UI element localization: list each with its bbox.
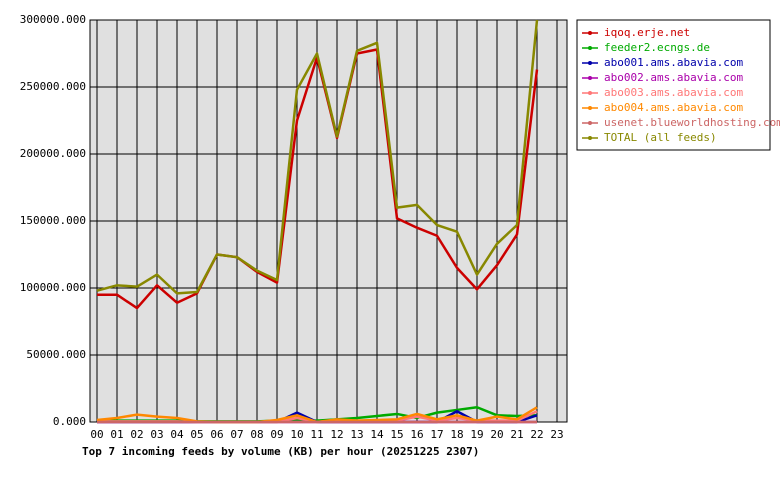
x-tick-label: 03 xyxy=(150,428,163,441)
legend-label: feeder2.ecngs.de xyxy=(604,41,710,54)
x-tick-label: 23 xyxy=(550,428,563,441)
legend-marker xyxy=(588,91,592,95)
x-tick-label: 18 xyxy=(450,428,463,441)
x-tick-label: 22 xyxy=(530,428,543,441)
x-tick-label: 17 xyxy=(430,428,443,441)
x-tick-label: 13 xyxy=(350,428,363,441)
x-tick-label: 11 xyxy=(310,428,323,441)
x-tick-label: 16 xyxy=(410,428,423,441)
legend-label: TOTAL (all feeds) xyxy=(604,131,717,144)
x-tick-label: 05 xyxy=(190,428,203,441)
y-tick-label: 200000.000 xyxy=(20,147,86,160)
legend-label: abo004.ams.abavia.com xyxy=(604,101,743,114)
legend-marker xyxy=(588,121,592,125)
legend-label: iqoq.erje.net xyxy=(604,26,690,39)
legend-marker xyxy=(588,106,592,110)
x-tick-label: 04 xyxy=(170,428,184,441)
legend-label: abo001.ams.abavia.com xyxy=(604,56,743,69)
legend-box xyxy=(576,19,771,151)
y-tick-label: 250000.000 xyxy=(20,80,86,93)
y-tick-label: 300000.000 xyxy=(20,13,86,26)
legend-label: abo003.ams.abavia.com xyxy=(604,86,743,99)
legend-label: abo002.ams.abavia.com xyxy=(604,71,743,84)
x-tick-label: 19 xyxy=(470,428,483,441)
legend-marker xyxy=(588,31,592,35)
y-tick-label: 100000.000 xyxy=(20,281,86,294)
x-tick-label: 06 xyxy=(210,428,223,441)
x-tick-label: 20 xyxy=(490,428,503,441)
y-tick-label: 0.000 xyxy=(53,415,86,428)
x-tick-label: 15 xyxy=(390,428,403,441)
x-tick-label: 00 xyxy=(90,428,103,441)
chart-title: Top 7 incoming feeds by volume (KB) per … xyxy=(82,445,479,458)
series-line xyxy=(96,19,539,295)
x-tick-label: 10 xyxy=(290,428,303,441)
legend-marker xyxy=(588,61,592,65)
x-tick-label: 07 xyxy=(230,428,243,441)
x-tick-label: 01 xyxy=(110,428,123,441)
legend-label: usenet.blueworldhosting.com xyxy=(604,116,780,129)
legend-marker xyxy=(588,46,592,50)
x-tick-label: 08 xyxy=(250,428,263,441)
x-tick-label: 21 xyxy=(510,428,523,441)
y-tick-label: 50000.000 xyxy=(26,348,86,361)
x-tick-label: 02 xyxy=(130,428,143,441)
legend-marker xyxy=(588,136,592,140)
x-tick-label: 09 xyxy=(270,428,283,441)
x-tick-label: 12 xyxy=(330,428,343,441)
legend-marker xyxy=(588,76,592,80)
x-tick-label: 14 xyxy=(370,428,384,441)
y-tick-label: 150000.000 xyxy=(20,214,86,227)
